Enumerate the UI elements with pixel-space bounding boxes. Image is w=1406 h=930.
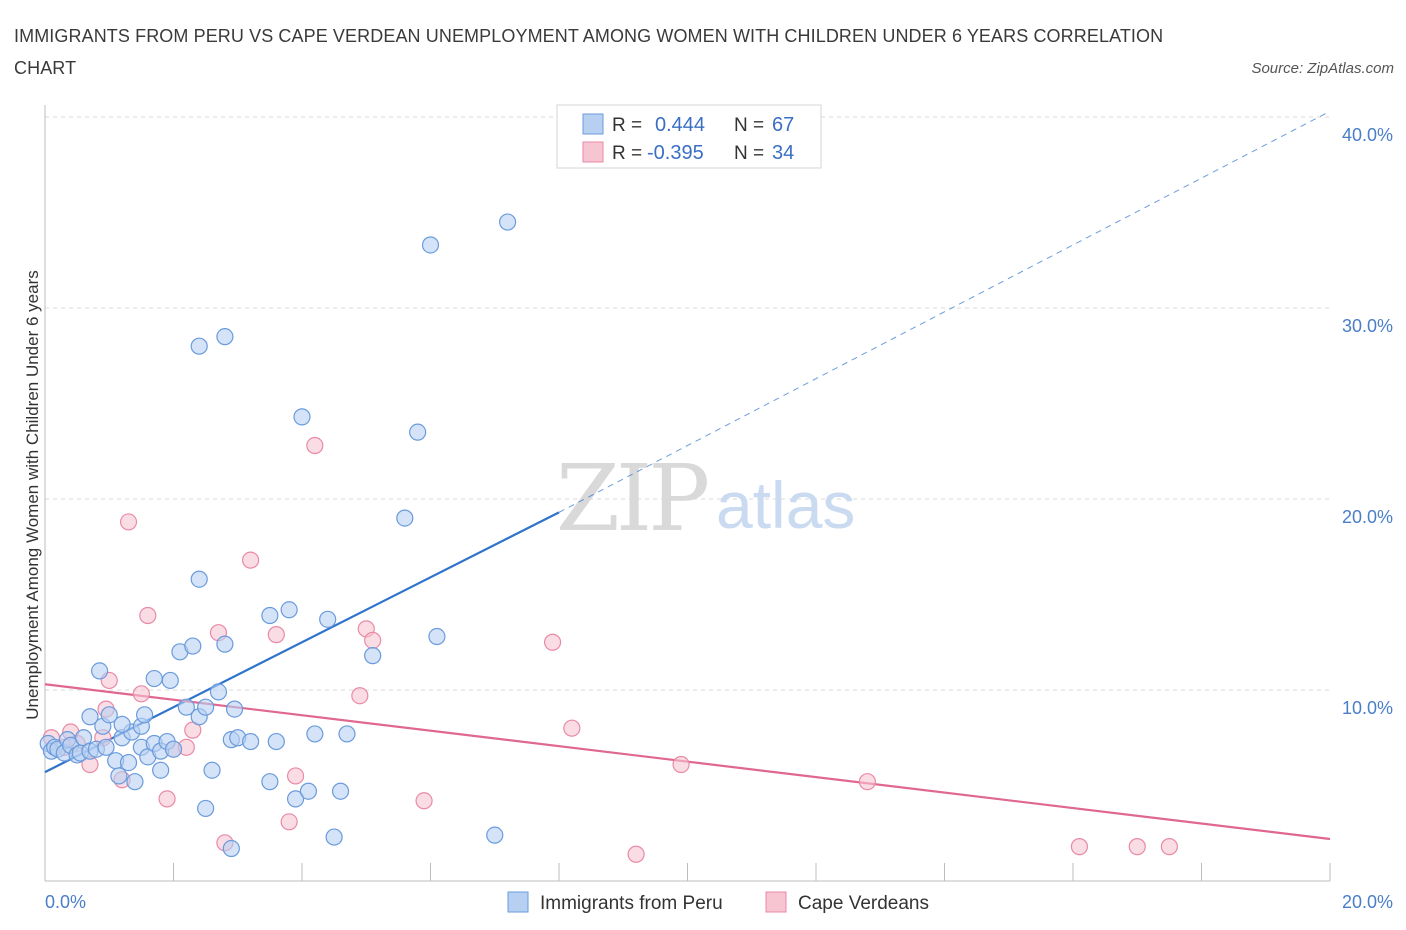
point-peru — [421, 236, 440, 254]
legend-n-value-2: 34 — [772, 142, 794, 164]
data-points — [39, 213, 1178, 863]
point-peru — [81, 708, 99, 726]
legend-r-label-1: R = — [612, 115, 642, 136]
x-tick-label: 20.0% — [1342, 892, 1393, 912]
y-tick-label: 30.0% — [1342, 316, 1393, 336]
point-peru — [113, 715, 131, 733]
point-cape-verdean — [627, 845, 645, 863]
point-peru — [409, 423, 427, 441]
series-legend: Immigrants from Peru Cape Verdeans — [507, 891, 929, 914]
y-tick-label: 20.0% — [1342, 507, 1393, 527]
point-cape-verdean — [364, 631, 382, 649]
y-axis-label: Unemployment Among Women with Children U… — [23, 270, 42, 719]
point-peru — [319, 610, 337, 628]
point-peru — [119, 753, 138, 772]
point-peru — [135, 706, 154, 724]
point-peru — [110, 767, 128, 785]
point-peru — [91, 662, 109, 680]
point-peru — [152, 761, 170, 779]
point-peru — [499, 213, 517, 231]
point-peru — [216, 635, 234, 653]
legend-n-value-1: 67 — [772, 114, 794, 136]
point-peru — [126, 773, 144, 791]
point-peru — [486, 826, 504, 844]
point-peru — [222, 839, 240, 858]
legend-n-label-2: N = — [734, 143, 764, 164]
point-peru — [177, 698, 195, 716]
point-cape-verdean — [351, 687, 369, 705]
point-peru — [100, 706, 118, 724]
point-cape-verdean — [306, 436, 324, 455]
point-peru — [242, 732, 260, 751]
legend-n-label-1: N = — [734, 115, 764, 136]
point-cape-verdean — [672, 755, 690, 774]
point-peru — [293, 408, 311, 426]
point-peru — [190, 570, 208, 588]
trend-line-peru-extension — [558, 110, 1331, 513]
axes — [44, 105, 1331, 882]
point-cape-verdean — [139, 606, 157, 625]
point-cape-verdean — [286, 767, 305, 785]
point-peru — [197, 698, 215, 716]
legend-r-value-1: 0.444 — [655, 114, 705, 136]
point-peru — [325, 828, 343, 846]
watermark-atlas: atlas — [716, 468, 855, 542]
point-cape-verdean — [543, 633, 562, 651]
point-cape-verdean — [415, 792, 433, 810]
chart-title: IMMIGRANTS FROM PERU VS CAPE VERDEAN UNE… — [14, 26, 1164, 78]
point-cape-verdean — [1160, 838, 1178, 856]
y-tick-label: 40.0% — [1342, 125, 1393, 145]
legend-series-cape-verdeans: Cape Verdeans — [798, 893, 929, 914]
watermark-zip: ZIP — [556, 445, 707, 552]
point-peru — [306, 725, 324, 743]
legend-swatch-blue — [582, 113, 604, 135]
point-peru — [97, 738, 115, 756]
legend-series-peru: Immigrants from Peru — [540, 893, 723, 914]
point-peru — [203, 761, 221, 779]
point-cape-verdean — [563, 719, 581, 737]
legend-swatch-peru — [507, 891, 529, 913]
legend-r-label-2: R = — [612, 143, 642, 164]
point-peru — [225, 700, 244, 718]
watermark: ZIP atlas — [556, 445, 855, 552]
point-peru — [428, 627, 446, 646]
legend-swatch-cape-verdeans — [765, 891, 787, 913]
point-peru — [338, 725, 356, 743]
point-cape-verdean — [132, 685, 150, 703]
point-peru — [216, 328, 234, 346]
legend-r-value-2: -0.395 — [647, 142, 704, 164]
point-peru — [299, 782, 318, 800]
point-cape-verdean — [1070, 838, 1089, 856]
x-tick-label: 0.0% — [45, 892, 86, 912]
point-peru — [184, 637, 202, 655]
grid-lines — [45, 116, 1330, 691]
point-peru — [396, 509, 414, 527]
point-cape-verdean — [267, 626, 285, 644]
point-cape-verdean — [158, 790, 176, 808]
point-peru — [261, 773, 279, 791]
point-cape-verdean — [280, 813, 298, 831]
point-peru — [364, 647, 382, 665]
point-peru — [261, 606, 279, 625]
point-cape-verdean — [242, 551, 260, 569]
point-peru — [286, 790, 305, 808]
legend-swatch-pink — [582, 141, 604, 163]
chart-source: Source: ZipAtlas.com — [1251, 60, 1394, 77]
y-tick-label: 10.0% — [1342, 698, 1393, 718]
point-peru — [190, 337, 208, 355]
point-peru — [280, 601, 298, 619]
point-peru — [164, 740, 183, 758]
point-cape-verdean — [119, 513, 138, 531]
point-peru — [209, 683, 228, 701]
point-peru — [197, 799, 215, 818]
point-cape-verdean — [1128, 838, 1146, 856]
point-peru — [145, 669, 163, 688]
tick-labels: 10.0% 20.0% 30.0% 40.0% 0.0% 20.0% — [45, 125, 1393, 912]
point-peru — [161, 671, 179, 690]
stats-legend: R = 0.444 N = 67 R = -0.395 N = 34 — [556, 104, 822, 169]
point-peru — [267, 732, 285, 751]
point-peru — [331, 782, 350, 800]
point-cape-verdean — [858, 773, 877, 791]
